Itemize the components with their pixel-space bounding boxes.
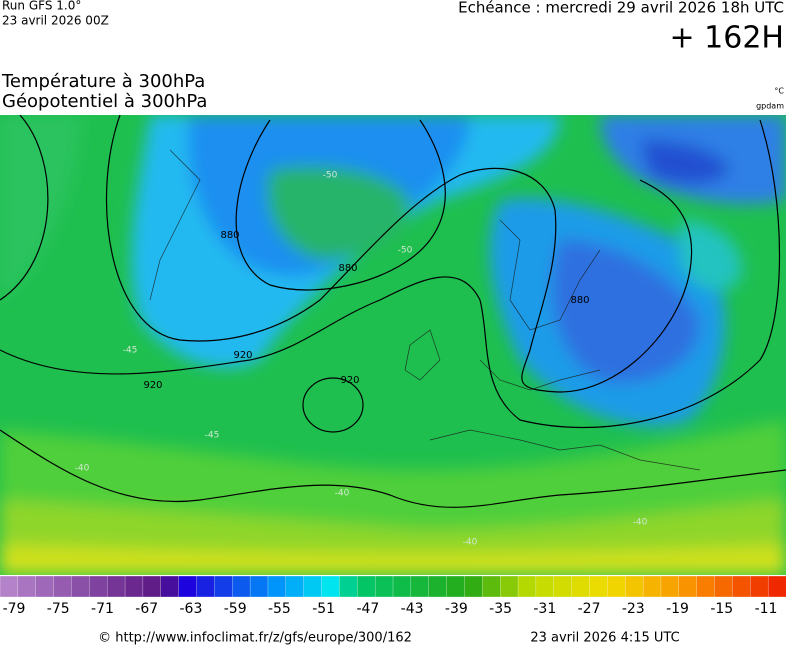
valid-time: Echéance : mercredi 29 avril 2026 18h UT… [458, 0, 784, 17]
legend-label: -75 [47, 601, 70, 617]
color-swatch [267, 575, 287, 598]
color-swatch [625, 575, 644, 598]
temperature-label: -45 [205, 431, 220, 441]
legend-label: -27 [578, 601, 601, 617]
footer-date: 23 avril 2026 4:15 UTC [530, 631, 679, 646]
temperature-label: -50 [398, 246, 413, 256]
color-swatch [410, 575, 430, 598]
unit-label: gpdam [756, 102, 784, 111]
legend-label: -35 [489, 601, 512, 617]
map: 880 880 880 920 920 920 -50 -50 -45 -45 -40 -40 -40 -… [0, 115, 786, 575]
temperature-label: -40 [463, 538, 478, 548]
color-swatch [607, 575, 626, 598]
color-swatch [446, 575, 466, 598]
legend-label: -19 [666, 601, 689, 617]
contour-label: 880 [220, 230, 239, 241]
color-swatch [339, 575, 358, 598]
color-swatch [17, 575, 37, 598]
legend-label: -11 [755, 601, 778, 617]
contour-label: 920 [340, 375, 359, 386]
color-swatch [553, 575, 573, 598]
color-swatch [482, 575, 501, 598]
run-label: Run GFS 1.0° [2, 0, 81, 13]
color-swatch [535, 575, 555, 598]
legend-label: -67 [135, 601, 158, 617]
color-swatch [696, 575, 716, 598]
contour-label: 880 [338, 263, 357, 274]
color-swatch [303, 575, 323, 598]
color-swatch [321, 575, 341, 598]
color-swatch [678, 575, 698, 598]
color-swatch [589, 575, 609, 598]
field-title: Température à 300hPa [1, 71, 205, 92]
color-swatch [642, 575, 662, 598]
color-swatch [89, 575, 108, 598]
legend-label: -43 [401, 601, 424, 617]
color-swatch [714, 575, 734, 598]
run-date: 23 avril 2026 00Z [2, 14, 109, 28]
color-swatch [142, 575, 162, 598]
color-swatch [0, 575, 19, 598]
contour-label: 920 [233, 350, 252, 361]
footer-source: © http://www.infoclimat.fr/z/gfs/europe/… [98, 631, 412, 646]
color-swatch [35, 575, 55, 598]
color-swatch [517, 575, 537, 598]
color-swatch [732, 575, 751, 598]
color-swatch [214, 575, 233, 598]
contour-label: 920 [143, 380, 162, 391]
legend-label: -59 [224, 601, 247, 617]
unit-label: °C [774, 87, 784, 96]
color-swatch [428, 575, 448, 598]
color-swatch [357, 575, 376, 598]
color-swatch [160, 575, 180, 598]
legend-label: -51 [312, 601, 335, 617]
color-swatch [53, 575, 73, 598]
color-swatch [464, 575, 483, 598]
color-swatch [392, 575, 412, 598]
legend-label: -47 [356, 601, 379, 617]
legend-label: -55 [268, 601, 291, 617]
color-swatch [232, 575, 251, 598]
color-swatch [71, 575, 90, 598]
field-title: Géopotentiel à 300hPa [2, 91, 207, 112]
color-swatch [107, 575, 126, 598]
color-swatch [767, 575, 786, 598]
color-swatch [571, 575, 591, 598]
legend-label: -79 [3, 601, 26, 617]
color-swatch [178, 575, 198, 598]
color-swatch [249, 575, 269, 598]
color-swatch [196, 575, 216, 598]
lead-time: + 162H [670, 21, 785, 56]
color-swatch [660, 575, 680, 598]
legend-label: -39 [445, 601, 468, 617]
temperature-label: -40 [335, 489, 350, 499]
color-swatch [374, 575, 394, 598]
color-swatch [285, 575, 305, 598]
temperature-label: -45 [123, 346, 138, 356]
legend: -79 -75 -71 -67 -63 -59 -55 -51 -47 -43 -39 -35 -31 -… [0, 575, 786, 617]
legend-label: -31 [533, 601, 556, 617]
color-swatch [124, 575, 144, 598]
temperature-label: -40 [633, 518, 648, 528]
legend-label: -15 [710, 601, 733, 617]
contour-label: 880 [570, 295, 589, 306]
temperature-label: -50 [323, 171, 338, 181]
legend-label: -63 [180, 601, 203, 617]
color-swatch [500, 575, 519, 598]
legend-label: -23 [622, 601, 645, 617]
legend-label: -71 [91, 601, 114, 617]
temperature-label: -40 [75, 464, 90, 474]
color-swatch [750, 575, 769, 598]
